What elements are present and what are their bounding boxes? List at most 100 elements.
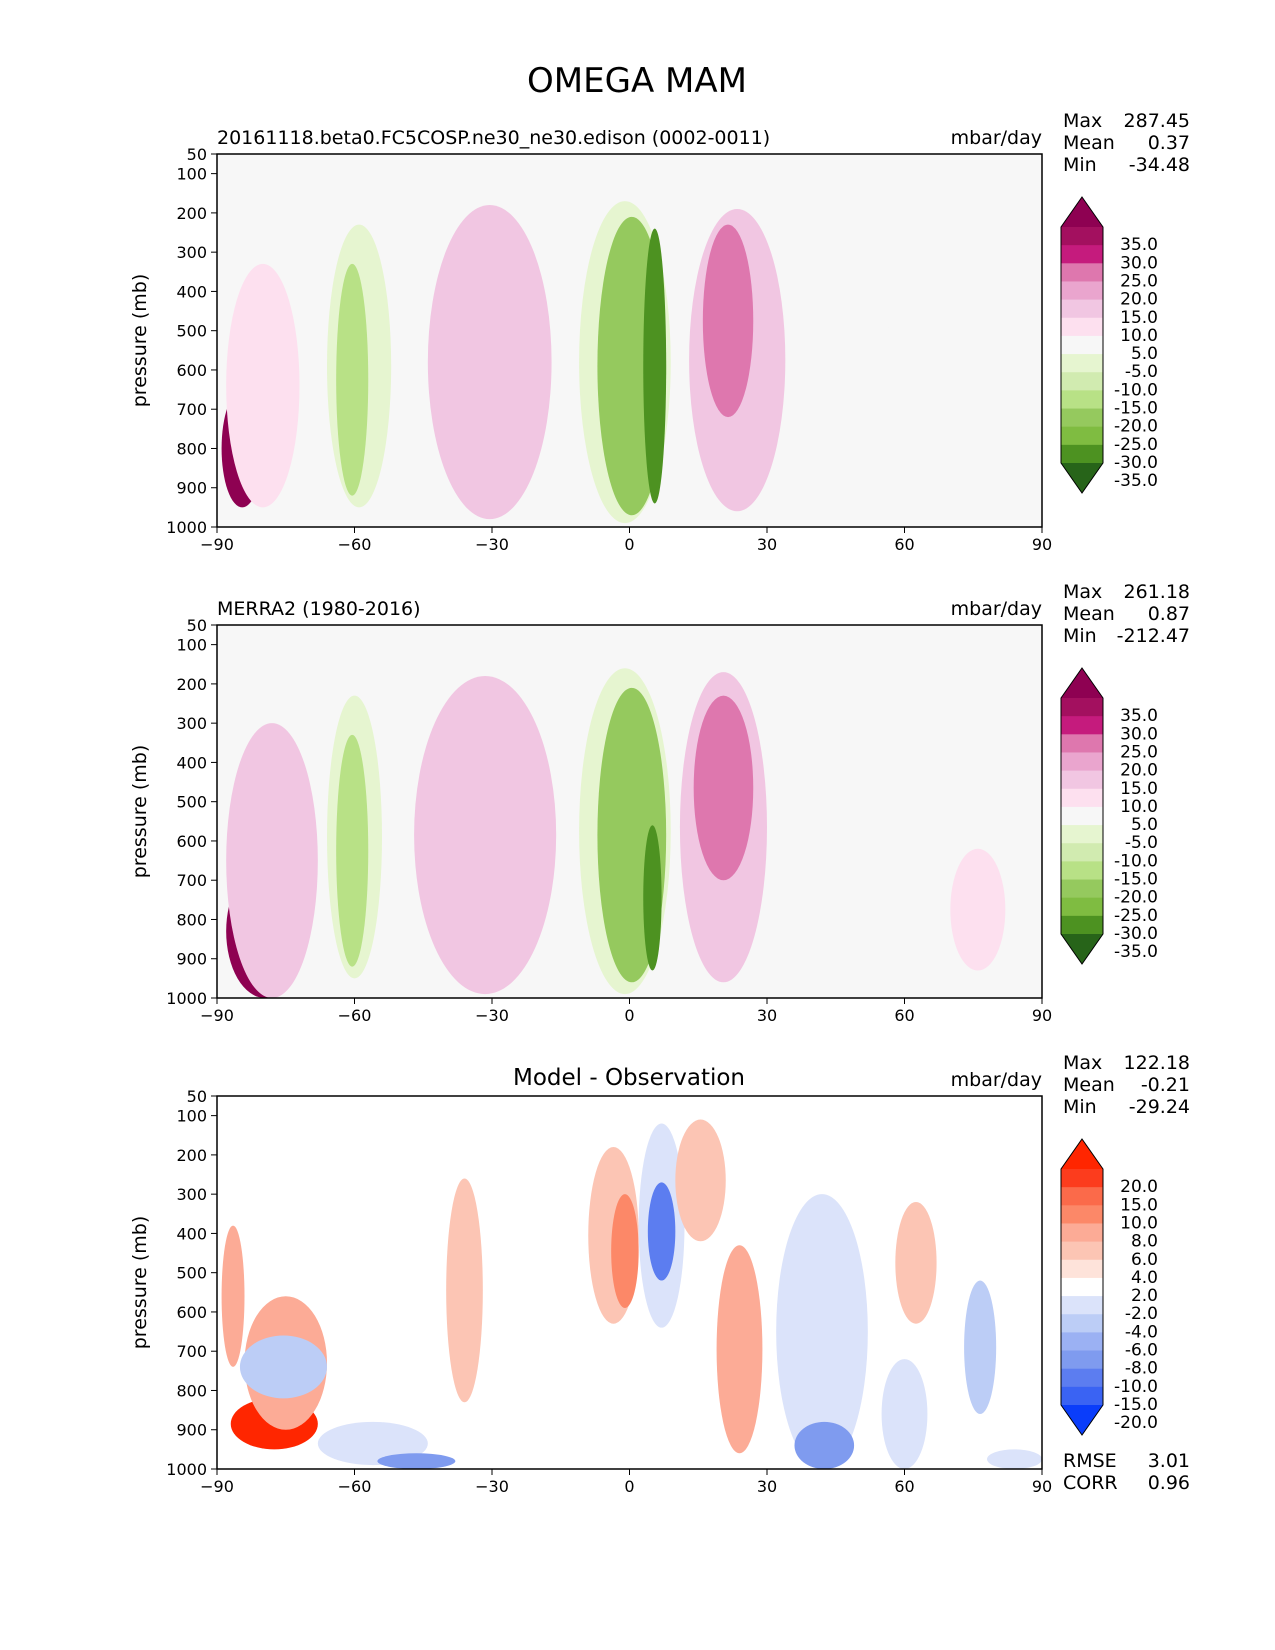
contour-region-5 (414, 676, 557, 995)
contour-field (221, 1119, 1042, 1469)
stat-label: Max (1063, 110, 1102, 132)
colorbar-label: -20.0 (1114, 1413, 1158, 1433)
stat-value: 261.18 (1124, 581, 1190, 603)
colorbar-label: 35.0 (1120, 706, 1158, 726)
colorbar-label: -10.0 (1114, 380, 1158, 400)
x-tick-label: −30 (475, 1477, 509, 1496)
x-tick-label: 30 (757, 1477, 777, 1496)
x-tick-label: 60 (894, 1477, 914, 1496)
y-tick-label: 100 (176, 1107, 207, 1126)
x-tick-label: 90 (1032, 535, 1052, 554)
x-tick-label: 0 (624, 1006, 634, 1025)
contour-region-18 (895, 1202, 937, 1324)
metric-value: 0.96 (1148, 1472, 1190, 1494)
stat-label: Min (1063, 154, 1097, 176)
colorbar-label: 4.0 (1131, 1268, 1158, 1288)
colorbar-swatch (1061, 1368, 1103, 1388)
y-tick-label: 700 (176, 871, 207, 890)
colorbar-label: -8.0 (1125, 1359, 1158, 1379)
y-tick-label: 500 (176, 793, 207, 812)
colorbar-label: -4.0 (1125, 1322, 1158, 1342)
contour-region-8 (643, 228, 667, 504)
y-tick-label: 500 (176, 322, 207, 341)
colorbar-swatch (1061, 770, 1103, 790)
contour-region-8 (542, 1186, 575, 1462)
contour-region-7 (446, 1178, 483, 1403)
colorbar-swatch (1061, 1332, 1103, 1352)
colorbar-swatch (1061, 263, 1103, 282)
stat-value: 0.37 (1148, 132, 1190, 154)
colorbar-label: 2.0 (1131, 1286, 1158, 1306)
colorbar-extend-max (1061, 1139, 1103, 1169)
stat-label: Max (1063, 581, 1102, 603)
contour-region-5 (427, 205, 552, 520)
colorbar-extend-max (1061, 197, 1103, 227)
colorbar-label: 15.0 (1120, 308, 1158, 328)
contour-region-4 (336, 734, 369, 967)
colorbar-swatch (1061, 281, 1103, 301)
colorbar-swatch (1061, 1259, 1103, 1279)
colorbar-label: -5.0 (1125, 362, 1158, 382)
y-axis-label: pressure (mb) (129, 1216, 151, 1350)
contour-region-2 (226, 263, 300, 508)
stat-value: -29.24 (1129, 1096, 1190, 1118)
y-tick-label: 600 (176, 361, 207, 380)
colorbar-label: -15.0 (1114, 1395, 1158, 1415)
colorbar-swatch (1061, 299, 1103, 319)
stat-label: Mean (1063, 132, 1115, 154)
colorbar-swatch (1061, 897, 1103, 917)
colorbar-swatch (1061, 317, 1103, 337)
y-axis-label: pressure (mb) (129, 274, 151, 408)
contour-region-13 (675, 1119, 726, 1242)
colorbar-label: 5.0 (1131, 815, 1158, 835)
colorbar-swatch (1061, 372, 1103, 391)
colorbar-swatch (1061, 734, 1103, 753)
x-tick-label: −60 (338, 1006, 372, 1025)
colorbar-swatch (1061, 335, 1103, 355)
panel-subtitle: MERRA2 (1980-2016) (217, 598, 421, 620)
colorbar-swatch (1061, 354, 1103, 373)
colorbar-swatch (1061, 1386, 1103, 1406)
x-tick-label: 30 (757, 535, 777, 554)
y-tick-label: 100 (176, 165, 207, 184)
stat-value: -34.48 (1129, 154, 1190, 176)
units-label: mbar/day (951, 1069, 1042, 1091)
x-tick-label: −60 (338, 535, 372, 554)
metric-value: 3.01 (1148, 1450, 1190, 1472)
y-tick-label: 300 (176, 243, 207, 262)
colorbar-label: 30.0 (1120, 253, 1158, 273)
colorbar-outline (1060, 1138, 1104, 1436)
y-tick-label: 400 (176, 1224, 207, 1243)
colorbar-label: -30.0 (1114, 924, 1158, 944)
colorbar-label: 8.0 (1131, 1232, 1158, 1252)
colorbar-swatch (1061, 752, 1103, 772)
y-tick-label: 500 (176, 1264, 207, 1283)
colorbar-label: 6.0 (1131, 1250, 1158, 1270)
colorbar-label: 20.0 (1120, 1177, 1158, 1197)
y-tick-label: 100 (176, 636, 207, 655)
metric-label: CORR (1063, 1472, 1118, 1494)
y-tick-label: 50 (187, 1087, 207, 1106)
contour-region-19 (964, 1280, 997, 1415)
y-tick-label: 200 (176, 1146, 207, 1165)
y-tick-label: 700 (176, 400, 207, 419)
colorbar-swatch (1061, 1187, 1103, 1206)
colorbar: 20.015.010.08.06.04.02.0-2.0-4.0-6.0-8.0… (1060, 1138, 1158, 1436)
colorbar-swatch (1061, 1350, 1103, 1370)
stat-label: Min (1063, 625, 1097, 647)
colorbar-swatch (1061, 825, 1103, 844)
colorbar-label: -10.0 (1114, 1377, 1158, 1397)
colorbar-label: 15.0 (1120, 1195, 1158, 1215)
colorbar-swatch (1061, 1314, 1103, 1333)
y-tick-label: 1000 (166, 518, 207, 537)
colorbar-label: 15.0 (1120, 779, 1158, 799)
stat-value: -212.47 (1117, 625, 1190, 647)
colorbar-swatch (1061, 788, 1103, 808)
x-tick-label: 30 (757, 1006, 777, 1025)
y-tick-label: 200 (176, 204, 207, 223)
colorbar-swatch (1061, 390, 1103, 410)
colorbar-label: 30.0 (1120, 724, 1158, 744)
contour-region-20 (987, 1449, 1042, 1469)
